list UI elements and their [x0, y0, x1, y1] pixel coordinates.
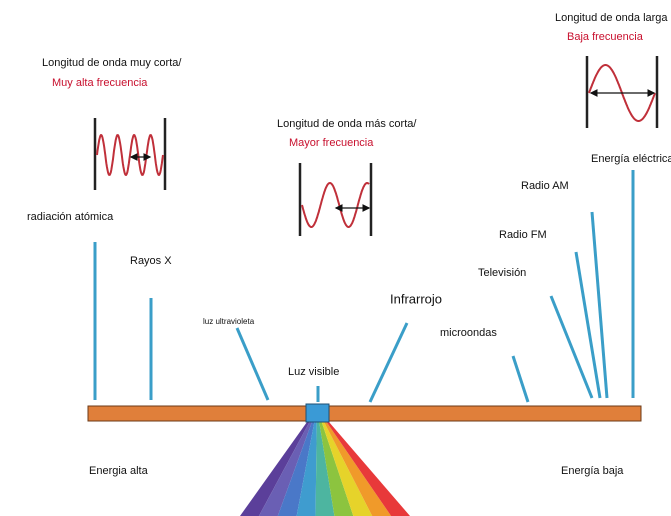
end-label: Energía baja [561, 465, 624, 477]
band-label: Radio AM [521, 180, 569, 192]
band-pointer [237, 328, 268, 400]
band-label: Luz visible [288, 366, 339, 378]
band-label: luz ultravioleta [203, 317, 255, 326]
band-label: Infrarrojo [390, 291, 442, 306]
diagram: Longitud de onda muy corta/ Muy alta fre… [0, 0, 671, 516]
end-label: Energia alta [89, 465, 149, 477]
wave-frequency: Muy alta frecuencia [52, 77, 148, 89]
wave-frequency: Baja frecuencia [567, 31, 644, 43]
wave-heading: Longitud de onda larga [555, 12, 668, 24]
visible-spectrum [240, 422, 410, 516]
wave [302, 183, 369, 227]
wave [97, 135, 163, 175]
band-label: Energía eléctrica [591, 153, 671, 165]
wave-heading: Longitud de onda más corta/ [277, 118, 417, 130]
band-label: Radio FM [499, 229, 547, 241]
visible-segment [306, 404, 329, 422]
spectrum-bar [88, 406, 641, 421]
band-label: microondas [440, 327, 497, 339]
band-pointer [513, 356, 528, 402]
wave-frequency: Mayor frecuencia [289, 137, 374, 149]
band-label: Televisión [478, 267, 526, 279]
band-label: Rayos X [130, 255, 172, 267]
band-label: radiación atómica [27, 211, 114, 223]
wave-heading: Longitud de onda muy corta/ [42, 57, 182, 69]
band-pointer [370, 323, 407, 402]
